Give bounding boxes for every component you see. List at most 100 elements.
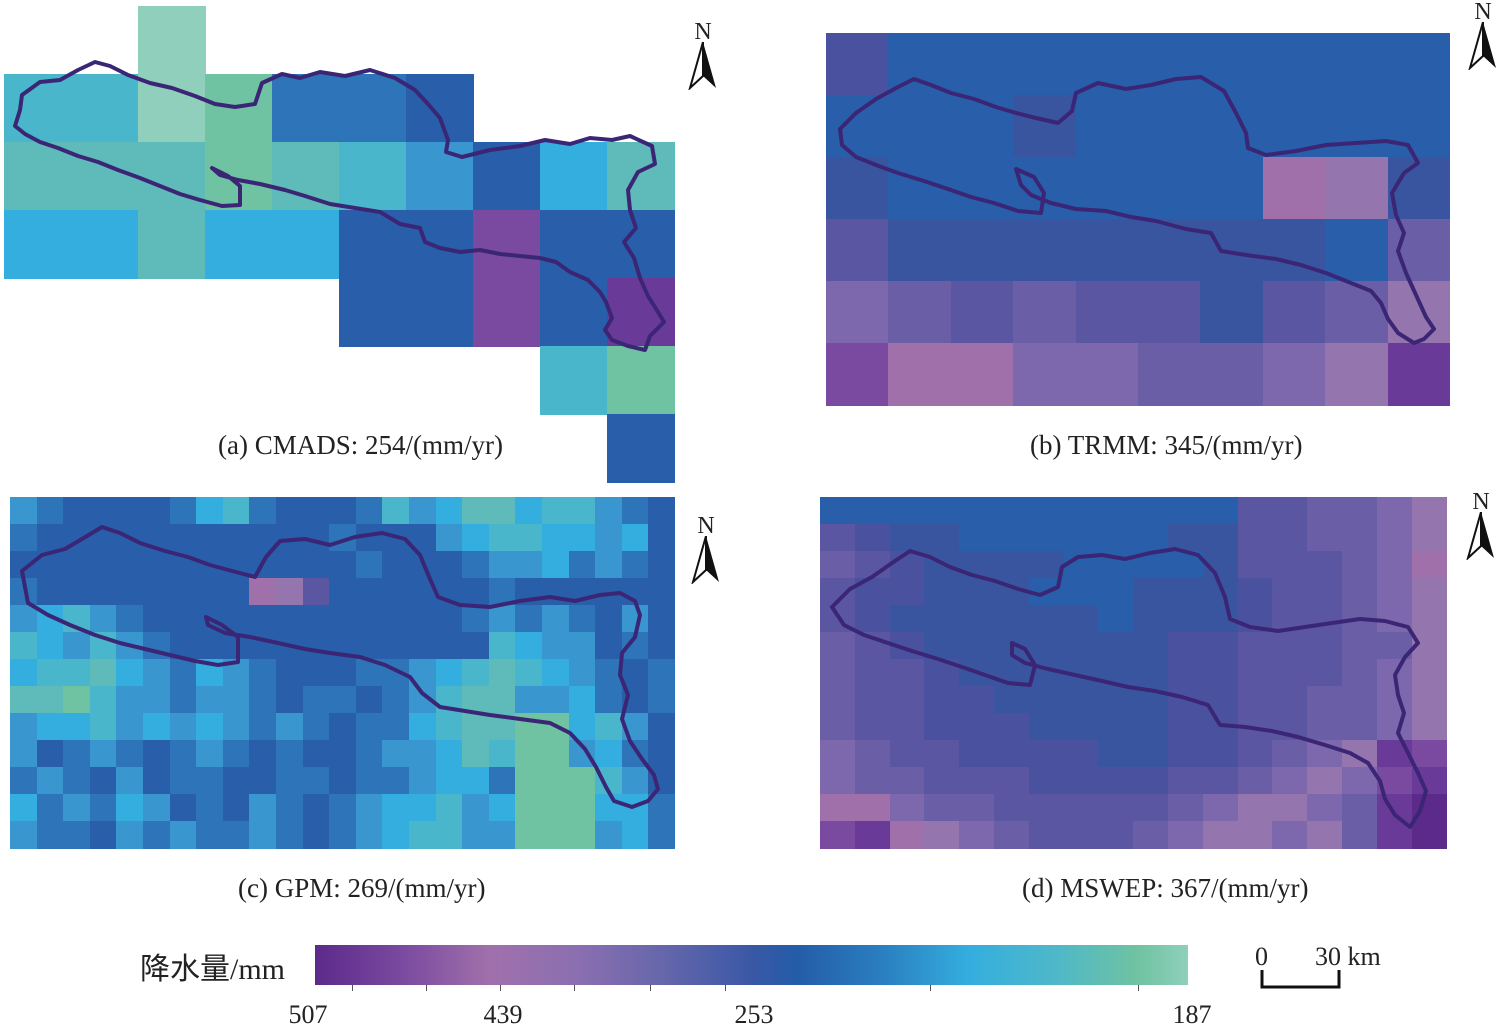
raster-cell [409, 713, 437, 741]
raster-cell [595, 659, 623, 687]
raster-cell [994, 497, 1030, 525]
raster-cell [116, 497, 144, 525]
raster-cell [355, 578, 383, 606]
raster-cell [515, 659, 543, 687]
raster-cell [89, 551, 117, 579]
raster-cell [71, 210, 139, 279]
raster-cell [339, 278, 407, 347]
raster-cell [1307, 497, 1343, 525]
raster-cell [648, 821, 676, 849]
colorbar-tick [725, 985, 726, 991]
raster-cell [889, 767, 925, 795]
raster-cell [116, 605, 144, 633]
legend-title: 降水量/mm [140, 953, 286, 986]
raster-cell [950, 33, 1014, 96]
raster-cell [355, 767, 383, 795]
raster-cell [1342, 713, 1378, 741]
raster-cell [1138, 157, 1201, 220]
panel-cmads: N [0, 0, 716, 483]
raster-cell [302, 740, 330, 768]
raster-cell [515, 740, 543, 768]
raster-cell [409, 497, 437, 525]
raster-cell [648, 794, 676, 822]
colorbar-tick [930, 985, 931, 991]
raster-cell [196, 578, 224, 606]
raster-cell [648, 713, 676, 741]
raster-cell [355, 632, 383, 660]
raster-cell [462, 713, 490, 741]
raster-cell [116, 578, 144, 606]
raster-cell [595, 794, 623, 822]
colorbar-tick [426, 985, 427, 991]
raster-cell [1028, 497, 1065, 525]
raster-cell [1342, 821, 1378, 849]
raster-cell [1411, 524, 1447, 552]
raster-cell [355, 686, 383, 714]
raster-cell [1098, 713, 1134, 741]
raster-cell [1202, 767, 1239, 795]
raster-cell [595, 686, 623, 714]
raster-cell [515, 497, 543, 525]
raster-cell [1342, 578, 1378, 606]
raster-cell [1028, 713, 1065, 741]
raster-cell [382, 632, 410, 660]
raster-cell [409, 767, 437, 795]
raster-cell [924, 821, 960, 849]
raster-cell [63, 632, 91, 660]
raster-cell [272, 210, 340, 279]
raster-cell [1272, 632, 1308, 660]
raster-cell [36, 632, 64, 660]
raster-cell [515, 821, 543, 849]
raster-cell [143, 767, 171, 795]
raster-cell [888, 281, 952, 344]
raster-cell [272, 74, 340, 143]
raster-cell [355, 713, 383, 741]
raster-cell [143, 605, 171, 633]
raster-cell [116, 713, 144, 741]
raster-cell [488, 497, 516, 525]
raster-cell [63, 794, 91, 822]
raster-cell [143, 794, 171, 822]
raster-cell [409, 605, 437, 633]
raster-cell [355, 794, 383, 822]
raster-cell [1237, 632, 1273, 660]
raster-cell [1325, 95, 1389, 158]
raster-cell [1063, 524, 1099, 552]
raster-cell [568, 821, 596, 849]
raster-cell [1237, 578, 1273, 606]
raster-cell [542, 740, 570, 768]
raster-cell [382, 578, 410, 606]
raster-cell [1342, 497, 1378, 525]
raster-cell [276, 713, 304, 741]
raster-cell [1138, 281, 1201, 344]
raster-cell [1075, 281, 1139, 344]
north-label: N [697, 513, 715, 539]
raster-cell [1063, 821, 1099, 849]
raster-cell [924, 605, 960, 633]
raster-cell [820, 821, 856, 849]
raster-cell [1098, 578, 1134, 606]
scale-bar [1260, 970, 1341, 989]
raster-cell [4, 210, 72, 279]
raster-cell [302, 713, 330, 741]
raster-cell [1272, 497, 1308, 525]
raster-cell [924, 497, 960, 525]
raster-cell [302, 497, 330, 525]
raster-cell [1272, 794, 1308, 822]
raster-cell [1262, 343, 1326, 406]
raster-cell [854, 767, 891, 795]
raster-cell [382, 497, 410, 525]
raster-cell [1063, 605, 1099, 633]
raster-cell [1133, 524, 1169, 552]
north-arrow-icon: N [689, 514, 723, 584]
raster-cell [276, 686, 304, 714]
raster-cell [854, 524, 891, 552]
raster-cell [1098, 605, 1134, 633]
raster-cell [595, 497, 623, 525]
raster-cell [950, 343, 1014, 406]
raster-cell [488, 821, 516, 849]
raster-cell [63, 740, 91, 768]
raster-cell [1028, 740, 1065, 768]
raster-cell [959, 740, 995, 768]
raster-cell [302, 794, 330, 822]
